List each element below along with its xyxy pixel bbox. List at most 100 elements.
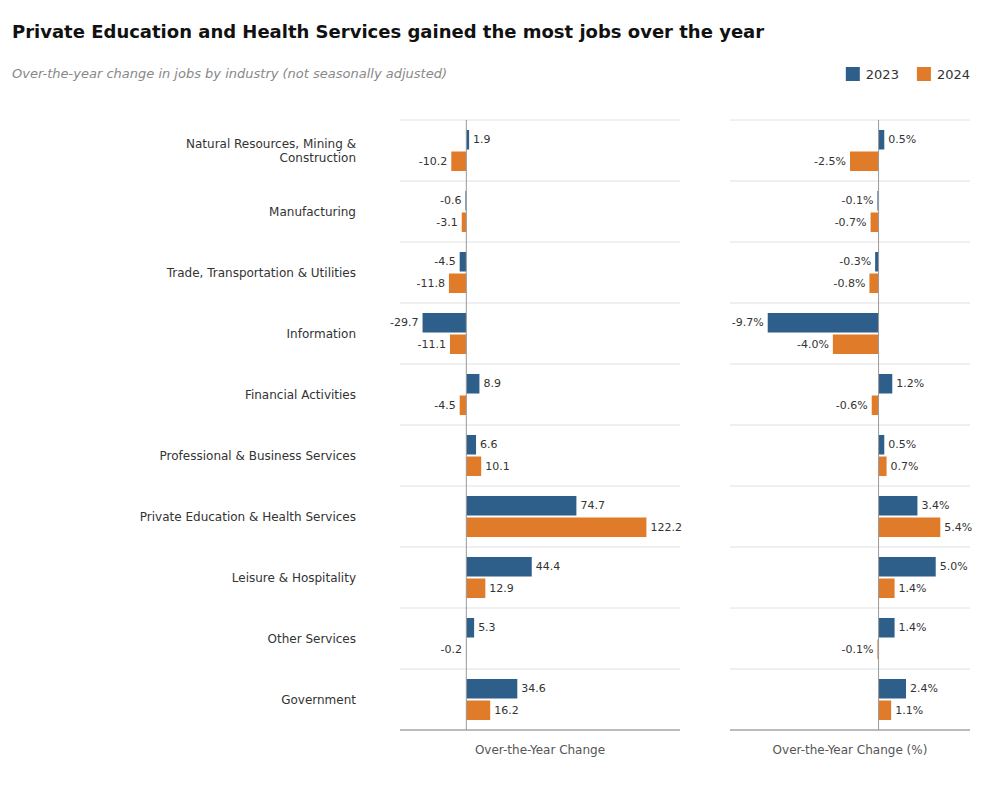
bar xyxy=(879,618,895,638)
chart: 1.9-0.6-4.5-29.78.96.674.744.45.334.6-10… xyxy=(0,0,1000,800)
data-labels: 0.5%-0.1%-0.3%-9.7%1.2%0.5%3.4%5.0%1.4%2… xyxy=(732,133,972,717)
bar xyxy=(879,457,887,477)
data-label: 3.4% xyxy=(921,499,949,512)
grid-line xyxy=(730,364,970,365)
data-label: -0.2 xyxy=(441,643,462,656)
data-label: 0.7% xyxy=(891,460,919,473)
legend-label: 2023 xyxy=(866,67,899,82)
bar xyxy=(875,252,878,272)
category-label: Government xyxy=(281,693,356,707)
panel xyxy=(400,120,680,730)
data-label: 16.2 xyxy=(494,704,518,717)
grid-line xyxy=(400,120,680,121)
data-label: -4.0% xyxy=(797,338,829,351)
data-label: -4.5 xyxy=(434,255,455,268)
grid-line xyxy=(400,669,680,670)
data-label: -2.5% xyxy=(814,155,846,168)
grid-line xyxy=(400,181,680,182)
data-label: -0.6% xyxy=(836,399,868,412)
x-axis-line xyxy=(730,730,970,731)
data-label: 0.5% xyxy=(888,133,916,146)
bar xyxy=(466,701,490,721)
bar xyxy=(466,435,476,455)
data-label: 0.5% xyxy=(888,438,916,451)
data-label: -0.6 xyxy=(440,194,461,207)
data-label: 34.6 xyxy=(521,682,546,695)
bars xyxy=(768,130,941,720)
x-axis-line xyxy=(400,730,680,731)
category-label: Professional & Business Services xyxy=(160,449,356,463)
data-label: 8.9 xyxy=(483,377,501,390)
data-label: 5.3 xyxy=(478,621,496,634)
grid-line xyxy=(730,242,970,243)
bar xyxy=(879,374,893,394)
category-label: Private Education & Health Services xyxy=(140,510,356,524)
bar xyxy=(466,496,576,516)
data-labels: 1.9-0.6-4.5-29.78.96.674.744.45.334.6-10… xyxy=(390,133,682,717)
data-label: -0.1% xyxy=(842,194,874,207)
bar xyxy=(871,213,879,233)
data-label: -4.5 xyxy=(434,399,455,412)
grid-line xyxy=(730,425,970,426)
panel xyxy=(730,120,970,730)
bar xyxy=(466,374,479,394)
x-axis-label: Over-the-Year Change (%) xyxy=(773,743,928,757)
legend-swatch xyxy=(917,67,931,81)
bar xyxy=(460,252,467,272)
grid-line xyxy=(730,669,970,670)
data-label: 5.4% xyxy=(944,521,972,534)
grid-line xyxy=(400,425,680,426)
data-label: 122.2 xyxy=(650,521,682,534)
grid-line xyxy=(730,120,970,121)
bar xyxy=(872,396,879,416)
data-label: 1.9 xyxy=(473,133,491,146)
data-label: 1.1% xyxy=(895,704,923,717)
data-label: 10.1 xyxy=(485,460,510,473)
data-label: -11.1 xyxy=(417,338,445,351)
bar xyxy=(449,274,466,294)
data-label: -0.3% xyxy=(839,255,871,268)
data-label: 1.4% xyxy=(899,582,927,595)
data-label: 5.0% xyxy=(940,560,968,573)
bar xyxy=(833,335,879,355)
grid-line xyxy=(400,303,680,304)
data-label: 1.2% xyxy=(896,377,924,390)
bar xyxy=(466,679,517,699)
data-label: -0.8% xyxy=(834,277,866,290)
bar xyxy=(879,130,885,150)
data-label: 44.4 xyxy=(536,560,561,573)
x-axis-label: Over-the-Year Change xyxy=(475,743,605,757)
category-label: Information xyxy=(287,327,356,341)
category-label: Manufacturing xyxy=(269,205,356,219)
legend-swatch xyxy=(846,67,860,81)
data-label: -9.7% xyxy=(732,316,764,329)
bar xyxy=(879,679,906,699)
legend-label: 2024 xyxy=(937,67,970,82)
legend: 2023 2024 xyxy=(846,67,970,82)
grid-line xyxy=(730,608,970,609)
grid-line xyxy=(730,181,970,182)
bar xyxy=(460,396,467,416)
bar xyxy=(869,274,878,294)
data-label: -11.8 xyxy=(416,277,444,290)
grid-line xyxy=(730,303,970,304)
bars xyxy=(423,130,647,720)
category-label: Trade, Transportation & Utilities xyxy=(166,266,356,280)
data-label: -0.1% xyxy=(842,643,874,656)
grid-line xyxy=(730,730,970,731)
data-label: 1.4% xyxy=(899,621,927,634)
zero-line xyxy=(878,120,879,730)
grid-line xyxy=(400,242,680,243)
category-label: Natural Resources, Mining &Construction xyxy=(186,137,356,165)
data-label: 12.9 xyxy=(489,582,513,595)
data-label: 74.7 xyxy=(580,499,605,512)
bar xyxy=(466,557,531,577)
subtitle: Over-the-year change in jobs by industry… xyxy=(12,66,447,81)
category-label: Other Services xyxy=(268,632,357,646)
grid-line xyxy=(730,486,970,487)
data-label: 6.6 xyxy=(480,438,498,451)
grid-line xyxy=(400,486,680,487)
title: Private Education and Health Services ga… xyxy=(12,21,764,42)
zero-line xyxy=(466,120,467,730)
bar xyxy=(466,618,474,638)
